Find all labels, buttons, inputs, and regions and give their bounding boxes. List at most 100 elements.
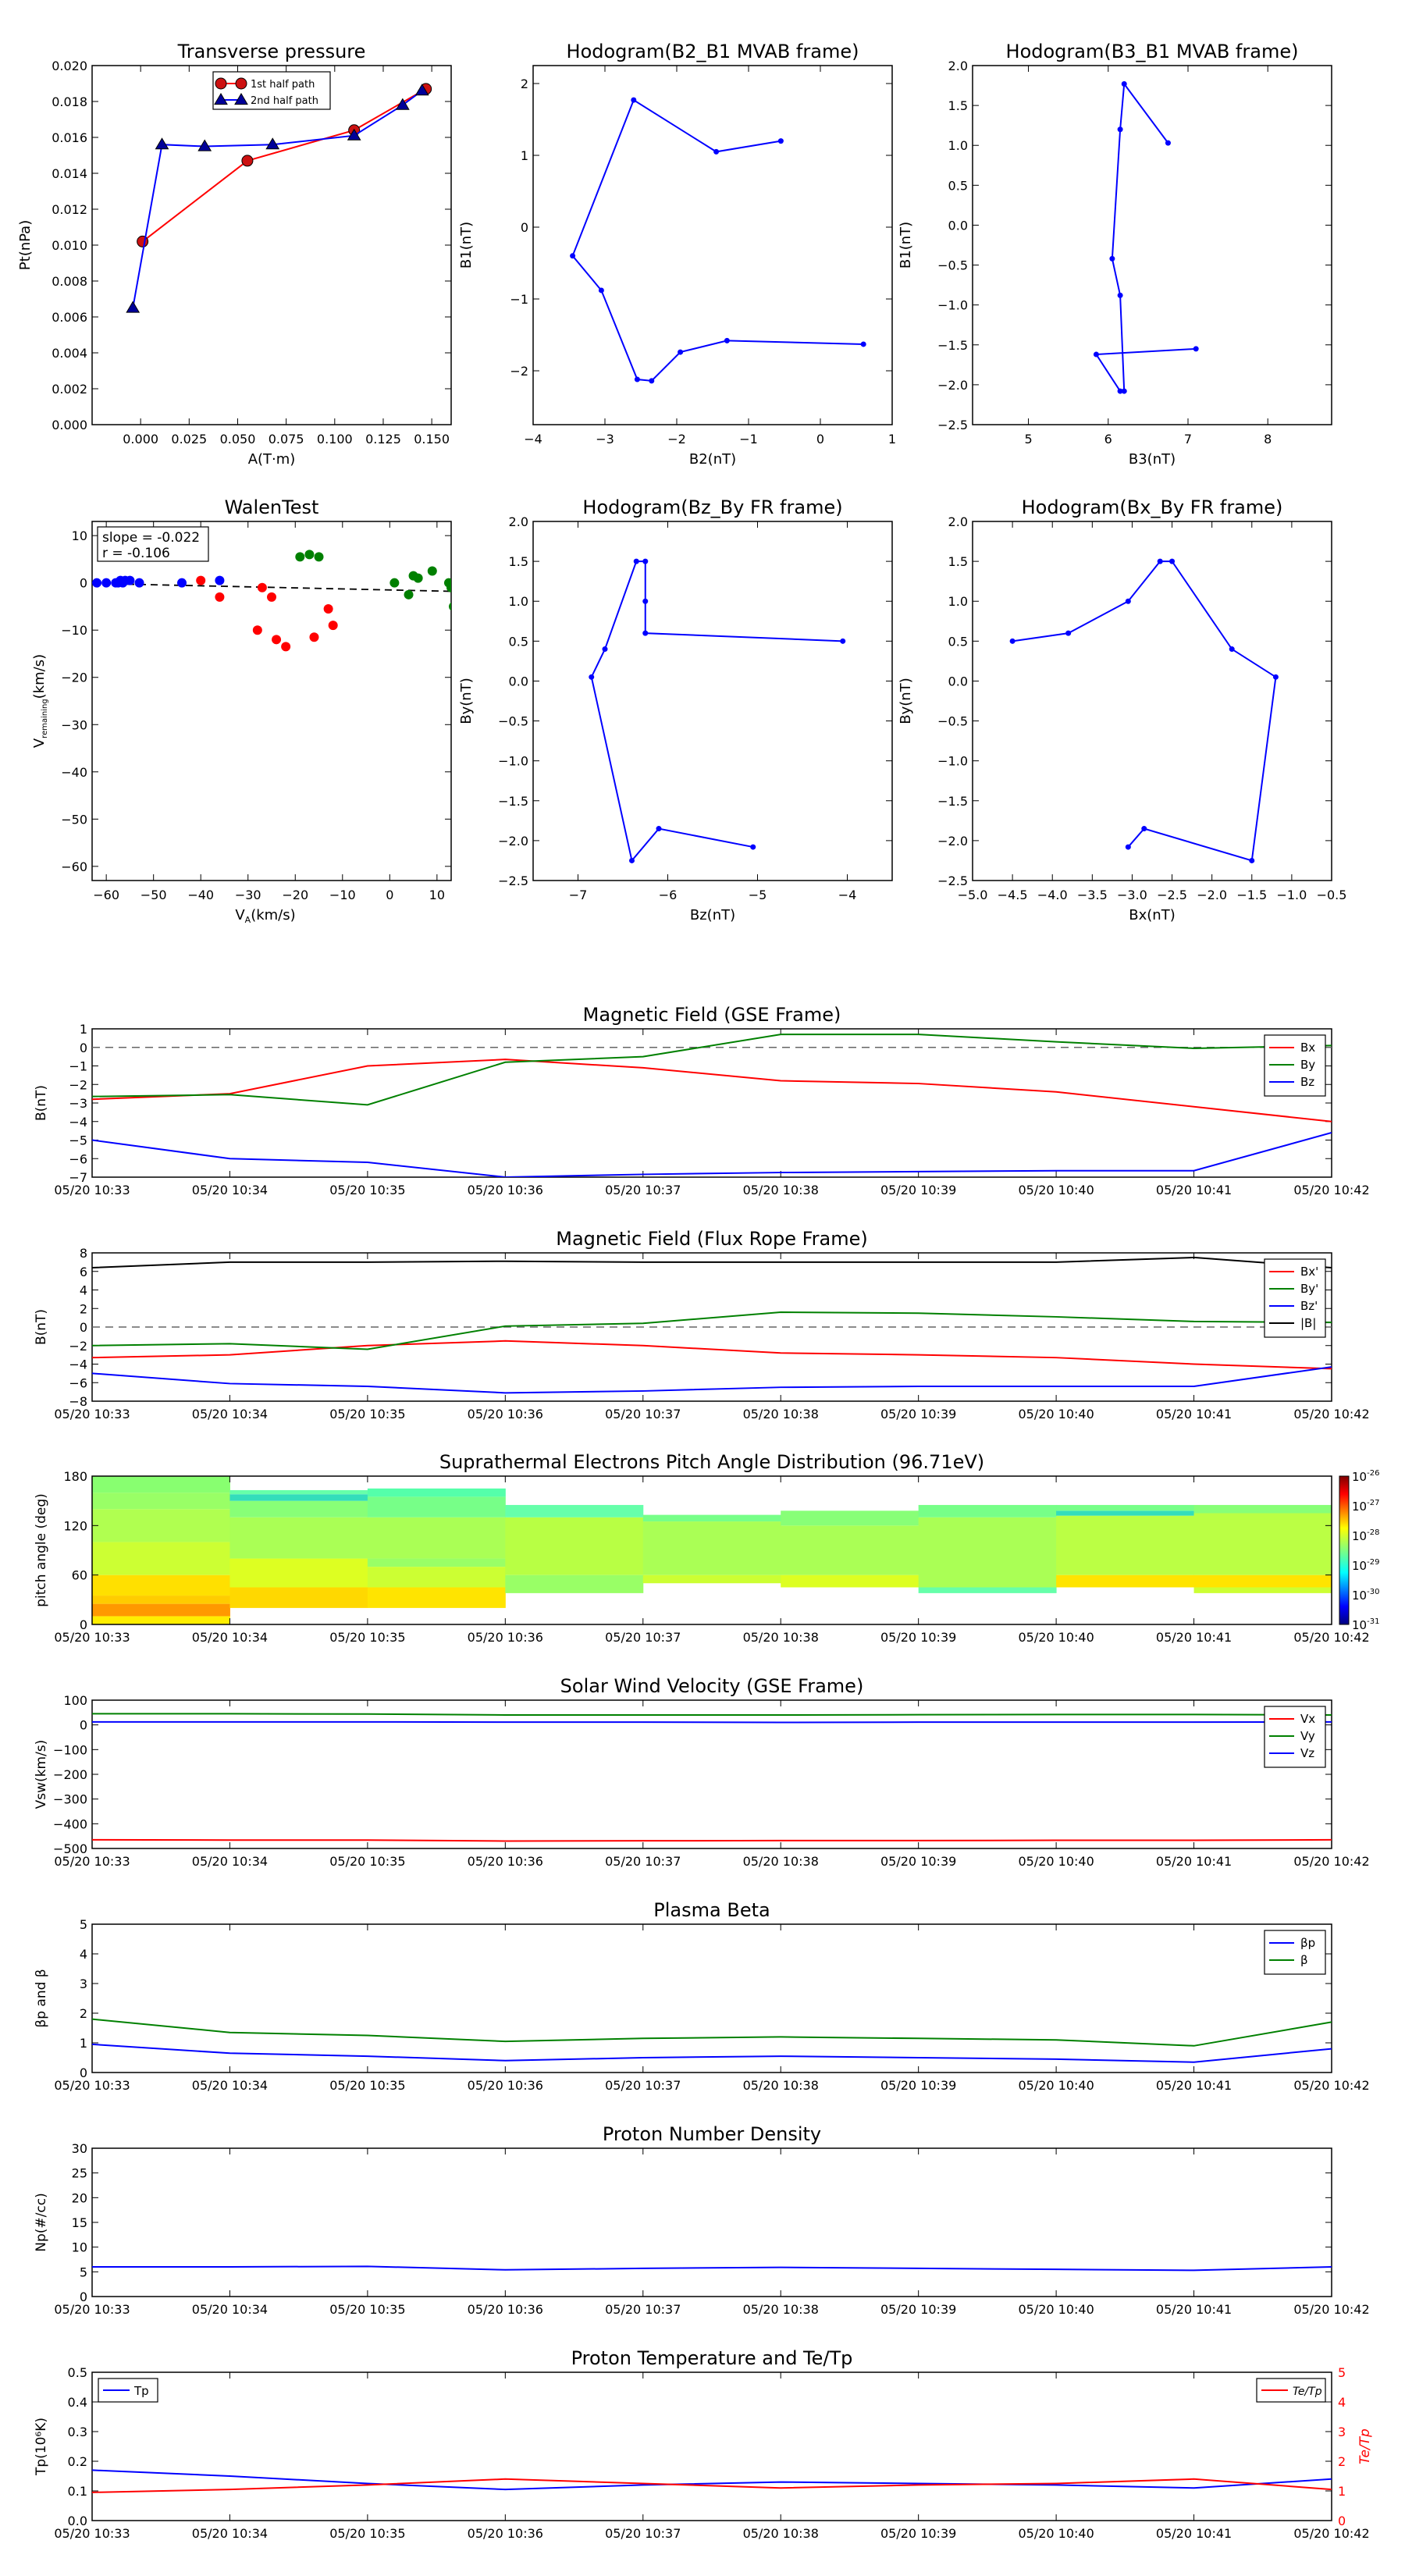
data-point-2 xyxy=(631,97,637,103)
x-tick-label: 05/20 10:35 xyxy=(329,2526,405,2541)
x-tick-label: 10 xyxy=(429,888,445,902)
annotation-box xyxy=(97,526,209,562)
y-tick-label: 0.0 xyxy=(948,674,968,688)
y-tick-label: 0.006 xyxy=(52,310,87,325)
y-tick-label: 0.0 xyxy=(509,674,528,688)
data-point-0 xyxy=(414,84,429,96)
y-axis-label: B1(nT) xyxy=(458,222,475,269)
y-tick-label: 1.0 xyxy=(948,594,968,609)
y-tick-label: −1.0 xyxy=(937,754,968,769)
plot-area xyxy=(92,1713,1332,1842)
y-tick-label: 1.0 xyxy=(509,594,528,609)
timeseries-panel-4: Solar Wind Velocity (GSE Frame) 05/20 10:… xyxy=(34,1675,1370,1869)
data-point-legend xyxy=(214,93,228,105)
plot-area xyxy=(92,2018,1332,2063)
data-point-1 xyxy=(304,550,315,560)
heatmap-column-4 xyxy=(505,1504,644,1593)
y-tick-label: −1.0 xyxy=(498,754,528,769)
heatmap-cell xyxy=(367,1567,506,1588)
x-tick-label: 6 xyxy=(1104,432,1112,447)
plot-area xyxy=(92,2469,1332,2493)
chart-title: Hodogram(Bx_By FR frame) xyxy=(1022,496,1283,518)
y-tick-label: −2.5 xyxy=(937,873,968,888)
x-tick-label: 05/20 10:38 xyxy=(743,1630,819,1645)
x-tick-label: 0.100 xyxy=(317,432,353,447)
y-tick-label: 0 xyxy=(80,1041,87,1055)
data-point-7 xyxy=(427,566,437,576)
y-tick-label: 0 xyxy=(80,2290,87,2304)
y-tick-label: 30 xyxy=(72,2141,87,2156)
y-tick-label: −4 xyxy=(69,1115,87,1130)
x-tick-label: 05/20 10:41 xyxy=(1156,2526,1232,2541)
heatmap-cell xyxy=(781,1510,919,1526)
x-tick-label: −3 xyxy=(596,432,614,447)
data-point-legend xyxy=(234,93,248,105)
x-tick-label: −30 xyxy=(235,888,261,902)
y-tick-label: 25 xyxy=(72,2166,87,2181)
series-line-Vy xyxy=(92,1713,1332,1716)
heatmap-cell xyxy=(367,1587,506,1608)
heatmap-cell xyxy=(918,1504,1057,1517)
heatmap-cell xyxy=(1193,1574,1332,1588)
y-tick-label: 2.0 xyxy=(948,59,968,73)
series-2 xyxy=(196,575,338,652)
x-tick-label: −3.5 xyxy=(1077,888,1108,902)
heatmap-column-6 xyxy=(781,1510,919,1588)
x-tick-label: 05/20 10:37 xyxy=(605,1183,681,1197)
data-point-1 xyxy=(395,98,410,110)
data-point-0 xyxy=(777,138,784,144)
y-tick-label: −2.0 xyxy=(937,834,968,849)
y-tick-label: 2 xyxy=(521,76,528,91)
y-axis-label: Vsw(km/s) xyxy=(34,1740,49,1809)
data-point-1 xyxy=(1121,81,1127,87)
x-tick-label: 05/20 10:39 xyxy=(880,1854,956,1869)
y-tick-label: −40 xyxy=(61,765,87,780)
y-right-tick-label: 1 xyxy=(1338,2484,1346,2499)
y-tick-label: −20 xyxy=(61,671,87,685)
legend-label: Vx xyxy=(1300,1712,1315,1726)
data-point-0 xyxy=(840,638,846,644)
chart-title: Plasma Beta xyxy=(653,1899,770,1921)
y-tick-label: 4 xyxy=(80,1283,87,1298)
series-1 xyxy=(589,558,846,863)
y-tick-label: 0.012 xyxy=(52,202,87,217)
x-tick-label: 05/20 10:36 xyxy=(468,1854,543,1869)
data-point-1 xyxy=(642,630,649,636)
y-tick-label: −0.5 xyxy=(498,714,528,729)
y-axis-label: Np(#/cc) xyxy=(34,2193,49,2251)
data-point-4 xyxy=(267,592,276,602)
y-tick-label: −0.5 xyxy=(937,258,968,273)
colorbar-label: 10-27 xyxy=(1352,1499,1379,1514)
data-point-7 xyxy=(1093,351,1099,358)
series-line-βp xyxy=(92,2043,1332,2063)
data-point-5 xyxy=(272,635,282,645)
y-tick-label: −2.5 xyxy=(937,418,968,432)
y-tick-label: −60 xyxy=(61,859,87,874)
x-tick-label: 05/20 10:42 xyxy=(1293,1854,1369,1869)
y-tick-label: 0.0 xyxy=(68,2514,87,2528)
y-axis-label: B(nT) xyxy=(34,1085,49,1121)
data-point-0 xyxy=(92,578,102,588)
chart-panel-6: Hodogram(Bx_By FR frame) −5.0 −4.5 −4.0 −3.5… xyxy=(898,496,1346,923)
x-tick-label: 05/20 10:38 xyxy=(743,1854,819,1869)
x-tick-label: −1.0 xyxy=(1276,888,1307,902)
series-line xyxy=(571,98,864,382)
y-tick-label: 0.5 xyxy=(68,2365,87,2380)
legend-box xyxy=(1264,1930,1326,1975)
y-tick-label: −1.5 xyxy=(937,338,968,353)
series-line-β xyxy=(92,2018,1332,2047)
heatmap-cell xyxy=(918,1587,1057,1593)
series-line-Bz' xyxy=(92,1366,1332,1394)
heatmap-cell xyxy=(92,1493,230,1510)
data-point-8 xyxy=(724,337,730,343)
data-point-6 xyxy=(1272,674,1279,680)
x-tick-label: 05/20 10:37 xyxy=(605,2078,681,2093)
series-line-Tp xyxy=(92,2469,1332,2491)
data-point-1 xyxy=(713,148,720,155)
series-1 xyxy=(570,97,866,384)
x-tick-label: 05/20 10:42 xyxy=(1293,1183,1369,1197)
data-point-7 xyxy=(629,857,635,863)
heatmap-cell xyxy=(1056,1510,1195,1516)
